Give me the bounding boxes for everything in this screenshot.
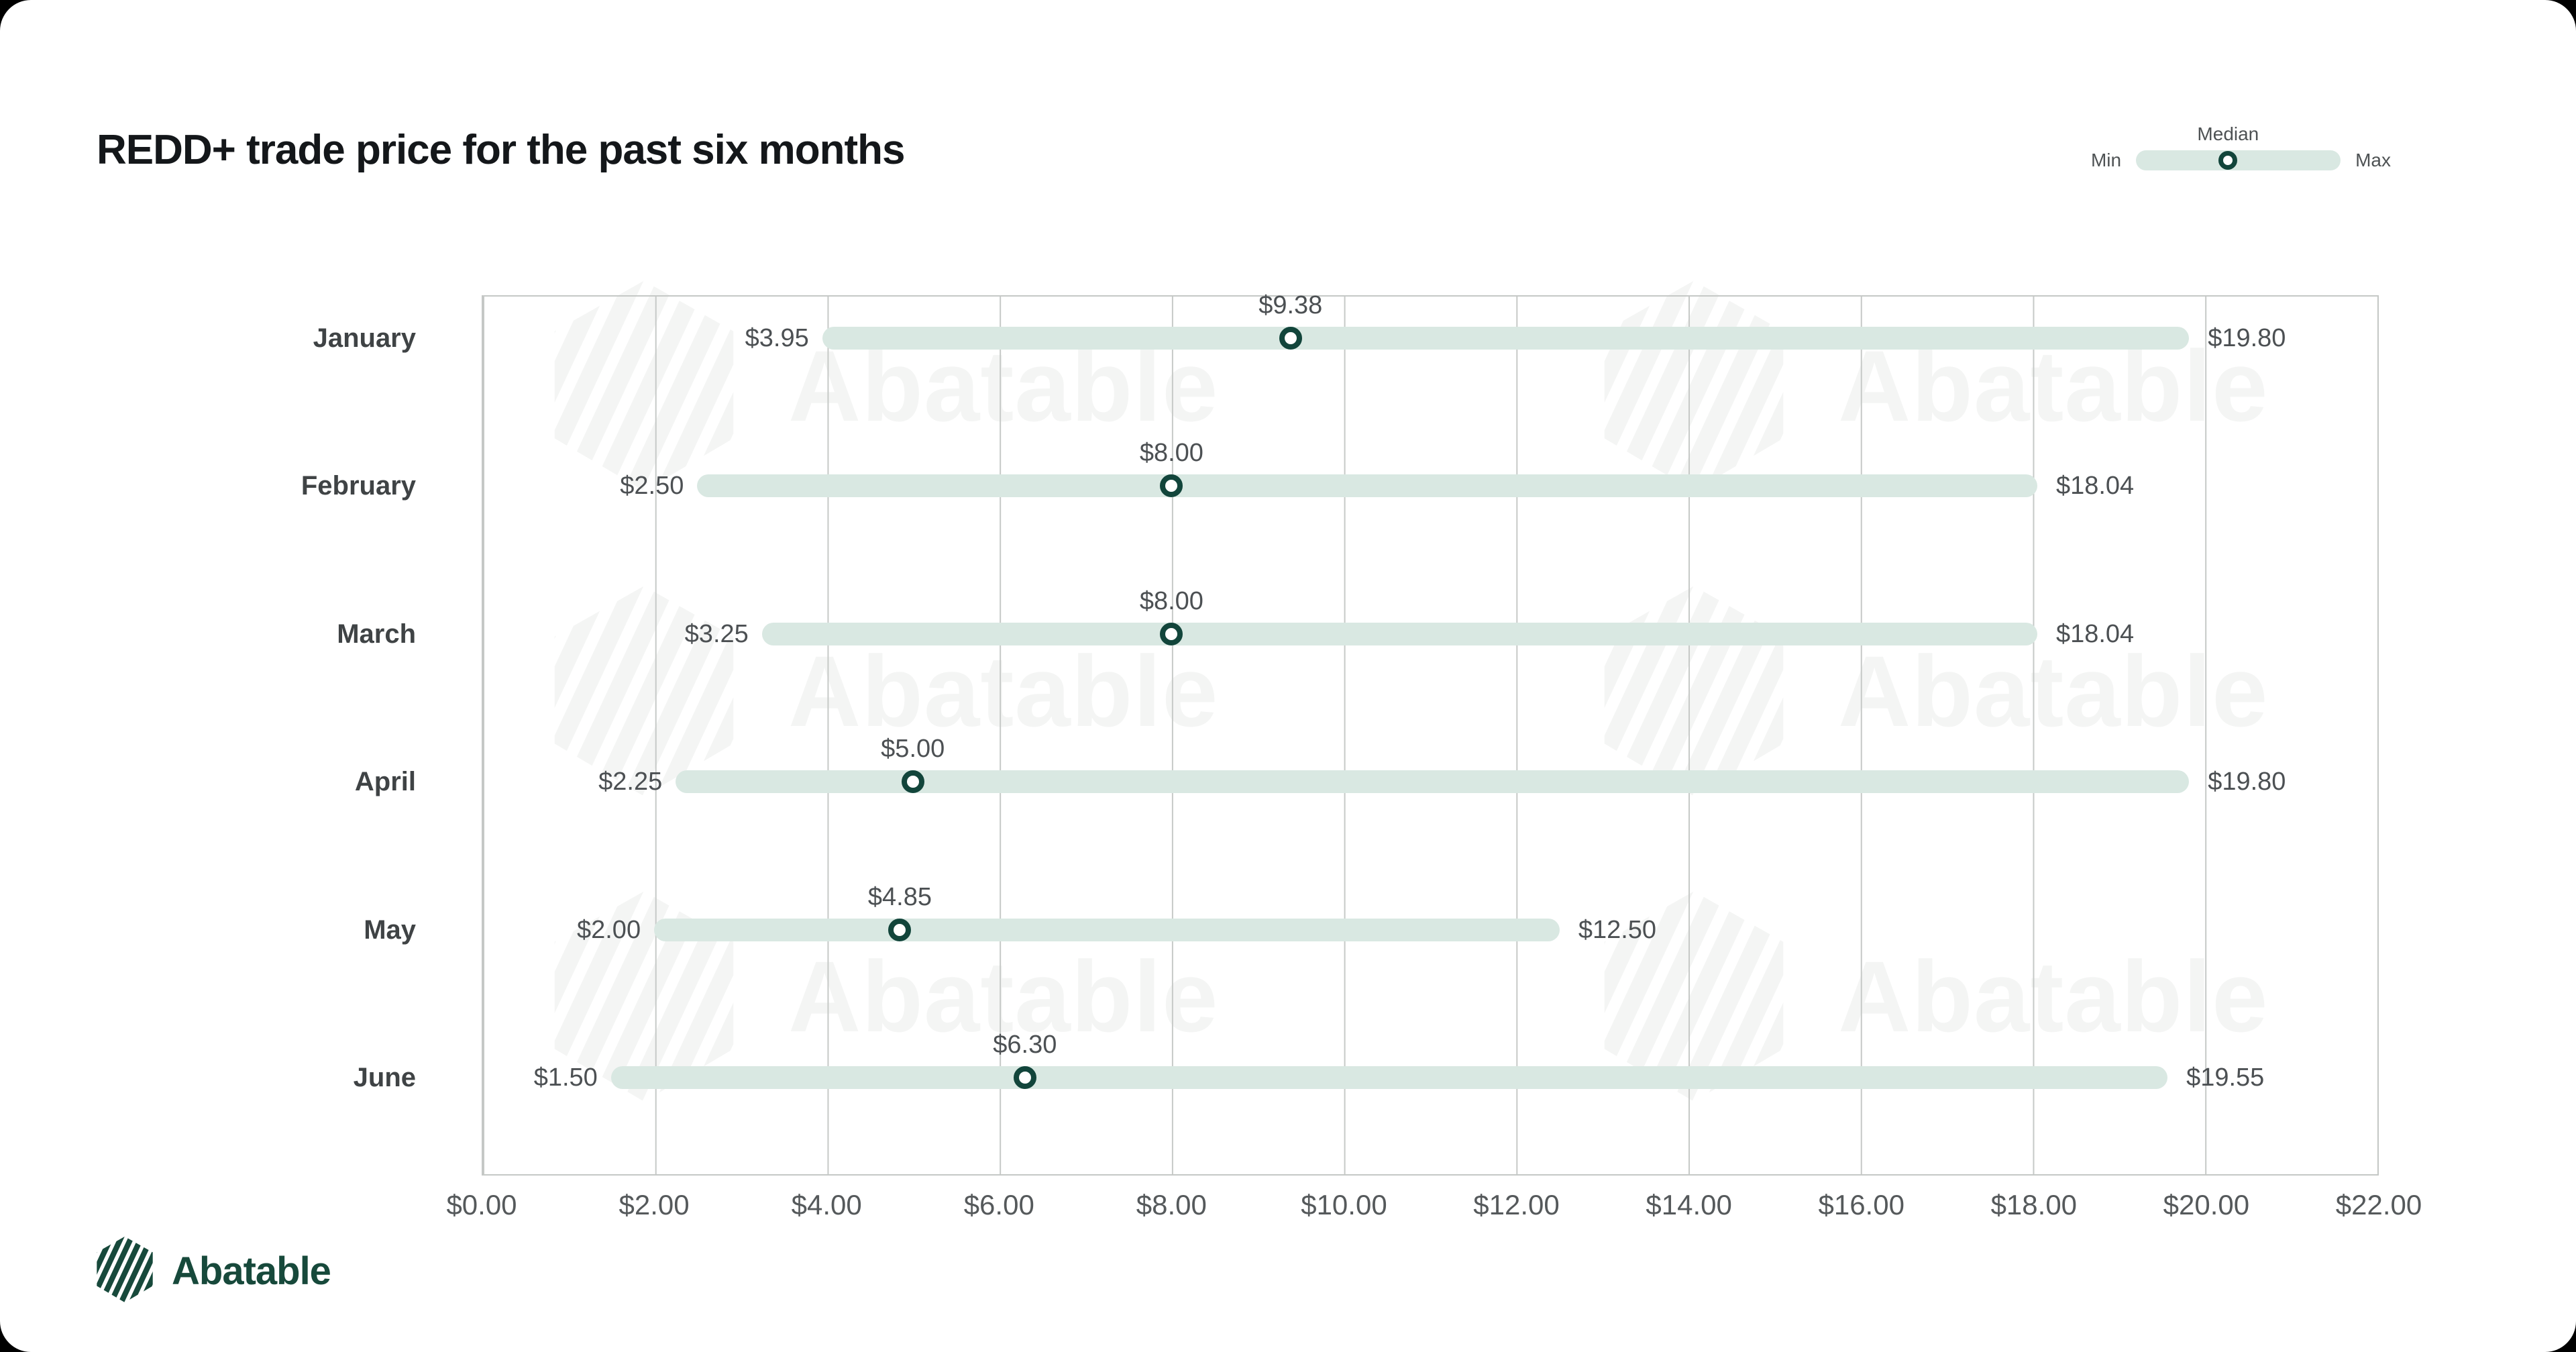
x-tick-label: $4.00 (791, 1189, 862, 1220)
median-value-label-february: $8.00 (1139, 439, 1203, 468)
max-value-label-may: $12.50 (1578, 915, 1657, 944)
chart-title: REDD+ trade price for the past six month… (97, 126, 905, 173)
median-value-label-june: $6.30 (993, 1031, 1057, 1059)
median-dot-march (1160, 622, 1183, 645)
median-dot-april (901, 770, 924, 794)
plot-area (482, 295, 2379, 1176)
max-value-label-january: $19.80 (2208, 324, 2286, 352)
legend-median-dot-icon (2218, 151, 2238, 170)
range-bar-january (822, 327, 2190, 350)
min-value-label-march: $3.25 (684, 619, 749, 648)
x-tick-label: $20.00 (2163, 1189, 2250, 1220)
max-value-label-june: $19.55 (2186, 1063, 2265, 1092)
x-tick-label: $2.00 (619, 1189, 690, 1220)
legend-max-label: Max (2355, 150, 2391, 170)
category-label-may: May (364, 915, 416, 945)
category-label-february: February (301, 471, 416, 501)
abatable-leaf-icon (97, 1236, 153, 1303)
legend-range-sample: Median (2136, 123, 2341, 170)
x-tick-label: $6.00 (963, 1189, 1034, 1220)
x-tick-label: $22.00 (2335, 1189, 2422, 1220)
max-value-label-march: $18.04 (2055, 619, 2135, 648)
x-tick-label: $12.00 (1473, 1189, 1560, 1220)
min-value-label-june: $1.50 (533, 1063, 598, 1092)
category-label-march: March (337, 619, 416, 649)
x-tick-label: $16.00 (1818, 1189, 1904, 1220)
max-value-label-february: $18.04 (2055, 472, 2135, 501)
min-value-label-february: $2.50 (620, 472, 684, 501)
median-dot-january (1279, 327, 1302, 350)
range-bar-february (697, 474, 2037, 498)
range-bar-may (654, 918, 1560, 941)
range-bar-june (610, 1066, 2168, 1089)
category-label-june: June (353, 1063, 416, 1092)
x-tick-label: $18.00 (1990, 1189, 2078, 1220)
legend-min-label: Min (2090, 150, 2122, 170)
median-value-label-march: $8.00 (1139, 586, 1203, 615)
x-tick-label: $8.00 (1136, 1189, 1207, 1220)
median-dot-june (1013, 1066, 1036, 1089)
abatable-logo-text: Abatable (172, 1249, 331, 1293)
max-value-label-april: $19.80 (2208, 768, 2286, 796)
median-value-label-january: $9.38 (1258, 291, 1323, 319)
category-label-april: April (354, 767, 416, 797)
legend-median-label: Median (2197, 123, 2259, 144)
min-value-label-may: $2.00 (576, 915, 641, 944)
legend-range-bar (2136, 150, 2341, 170)
x-tick-label: $0.00 (446, 1189, 517, 1220)
x-tick-label: $10.00 (1301, 1189, 1387, 1220)
abatable-leaf-icon (94, 1236, 156, 1306)
x-tick-label: $14.00 (1646, 1189, 1732, 1220)
median-value-label-may: $4.85 (867, 882, 932, 911)
chart-legend: Min Median Max (2090, 123, 2391, 170)
range-bar-april (676, 770, 2190, 794)
min-value-label-january: $3.95 (745, 324, 809, 352)
range-bar-march (761, 622, 2037, 645)
abatable-logo: Abatable (94, 1236, 331, 1306)
category-label-january: January (313, 323, 416, 353)
median-value-label-april: $5.00 (881, 735, 945, 764)
min-value-label-april: $2.25 (598, 768, 663, 796)
median-dot-february (1160, 474, 1183, 498)
median-dot-may (888, 918, 912, 941)
